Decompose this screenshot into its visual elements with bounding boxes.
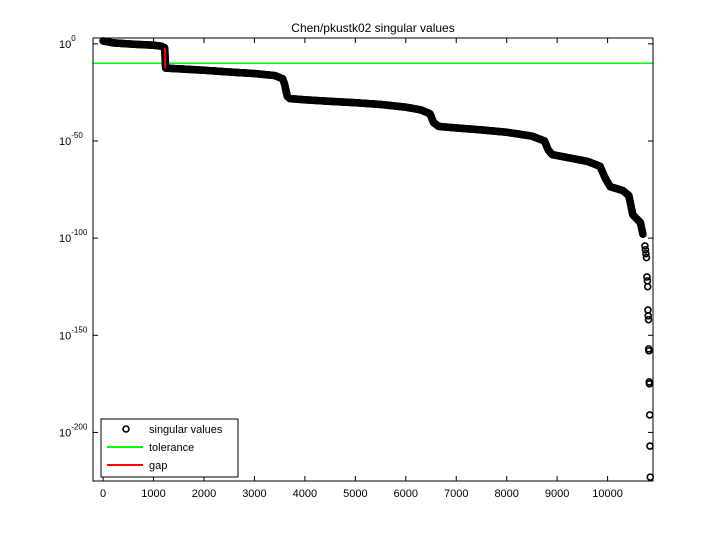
singular-value-point — [644, 312, 653, 320]
singular-value-point — [644, 315, 653, 324]
singular-value-point — [643, 282, 652, 291]
x-tick-label: 3000 — [242, 488, 266, 500]
plot-area — [93, 37, 655, 481]
legend-label: gap — [149, 460, 167, 472]
x-tick-label: 4000 — [293, 488, 317, 500]
y-tick-label: 10-50 — [59, 131, 83, 148]
axes: 0 1000 2000 3000 4000 5000 6000 7000 8000 9000 100… — [59, 34, 654, 500]
y-tick-label: 100 — [59, 34, 76, 51]
x-tick-label: 2000 — [192, 488, 216, 500]
singular-value-point — [646, 473, 655, 481]
singular-value-point — [645, 347, 653, 355]
singular-value-point — [639, 230, 647, 239]
legend-label: tolerance — [149, 442, 194, 454]
legend-label: singular values — [149, 424, 223, 436]
x-tick-label: 1000 — [141, 488, 165, 500]
singular-value-point — [641, 245, 650, 254]
x-tick-label: 8000 — [494, 488, 518, 500]
singular-value-point — [645, 411, 654, 419]
y-tick-label: 10-150 — [59, 325, 88, 342]
x-tick-label: 7000 — [444, 488, 468, 500]
singular-value-point — [643, 273, 651, 281]
singular-value-point — [646, 442, 654, 450]
x-tick-label: 5000 — [343, 488, 367, 500]
x-tick-label: 9000 — [545, 488, 569, 500]
chart-title: Chen/pkustk02 singular values — [291, 21, 454, 35]
singular-value-point — [642, 253, 651, 262]
y-tick-label: 10-200 — [59, 422, 88, 439]
singular-value-point — [641, 242, 649, 250]
x-tick-label: 10000 — [592, 488, 623, 500]
singular-value-point — [645, 380, 654, 388]
x-tick-label: 6000 — [394, 488, 418, 500]
y-tick-label: 10-100 — [59, 228, 88, 245]
legend: singular values tolerance gap — [100, 418, 239, 478]
x-tick-label: 0 — [100, 488, 106, 500]
singular-value-point — [642, 249, 650, 258]
axes-box — [92, 37, 654, 482]
legend-marker — [122, 425, 130, 433]
